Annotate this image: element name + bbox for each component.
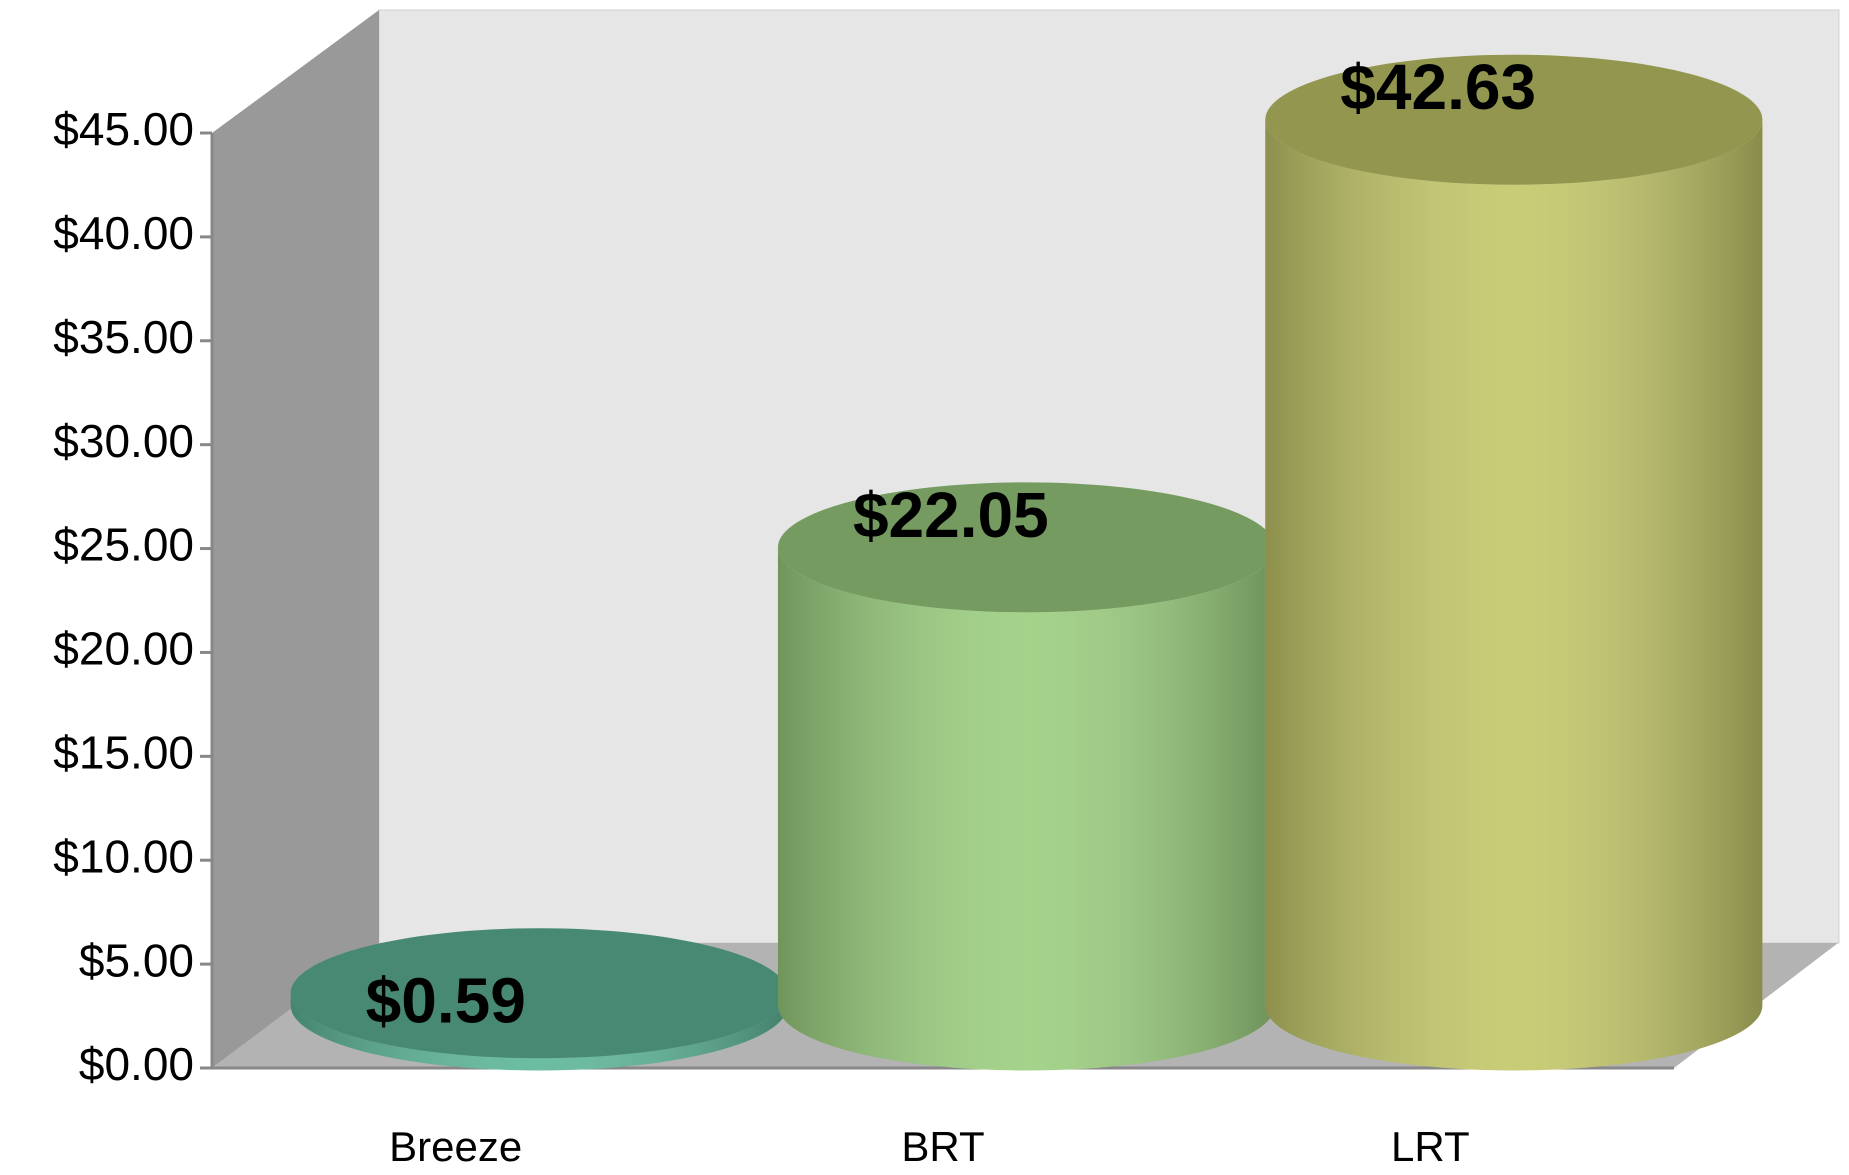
y-tick-label: $10.00 xyxy=(53,830,194,882)
y-tick-label: $25.00 xyxy=(53,519,194,571)
cylinder-top-shade xyxy=(1265,54,1763,185)
side-wall xyxy=(212,10,379,1068)
x-tick-label: LRT xyxy=(1391,1123,1470,1170)
cylinder-top-shade xyxy=(290,928,788,1059)
cylinder-shade xyxy=(777,547,1276,1071)
value-label: $22.05 xyxy=(853,479,1049,551)
cylinder-top xyxy=(290,928,788,1059)
y-tick-label: $45.00 xyxy=(53,103,194,155)
y-tick-label: $40.00 xyxy=(53,207,194,259)
y-tick-label: $35.00 xyxy=(53,311,194,363)
cylinder-top-shade xyxy=(777,482,1276,613)
y-tick-label: $20.00 xyxy=(53,623,194,675)
y-tick-label: $0.00 xyxy=(79,1038,194,1090)
cylinder-shade xyxy=(1265,119,1763,1071)
value-label: $42.63 xyxy=(1340,51,1536,123)
cylinder-top xyxy=(1265,54,1763,185)
x-tick-label: BRT xyxy=(901,1123,984,1170)
value-label: $0.59 xyxy=(366,965,526,1037)
y-tick-label: $30.00 xyxy=(53,415,194,467)
y-tick-label: $5.00 xyxy=(79,934,194,986)
cylinder-top xyxy=(777,482,1276,613)
cylinder-shade xyxy=(290,993,788,1071)
x-tick-label: Breeze xyxy=(389,1123,522,1170)
y-tick-label: $15.00 xyxy=(53,726,194,778)
